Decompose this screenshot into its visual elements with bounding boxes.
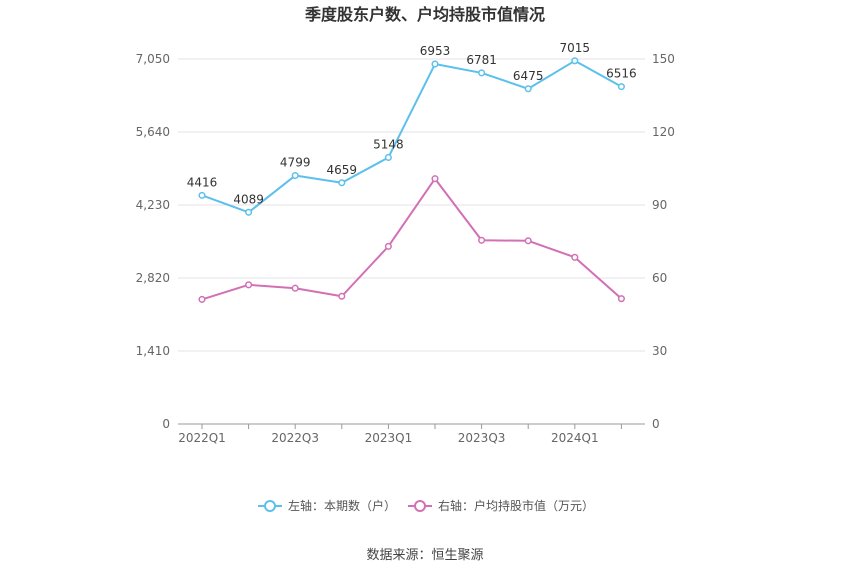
x-tick-label: 2023Q3 <box>458 431 506 445</box>
data-point <box>478 236 486 244</box>
data-label: 5148 <box>373 137 404 151</box>
right-tick-label: 150 <box>652 52 675 66</box>
right-tick-label: 30 <box>652 344 667 358</box>
data-point <box>291 171 299 180</box>
legend-swatch-marker <box>264 500 276 512</box>
legend-label: 右轴：户均持股市值（万元） <box>438 498 594 513</box>
series-avg-holding-value <box>198 175 625 303</box>
left-axis-ticks: 0 1,410 2,820 4,230 5,640 7,050 <box>136 52 170 431</box>
legend[interactable]: 左轴：本期数（户） 右轴：户均持股市值（万元） <box>258 498 594 513</box>
left-tick-label: 2,820 <box>136 271 170 285</box>
data-point <box>524 237 532 245</box>
data-point <box>384 153 392 162</box>
data-point <box>198 191 206 199</box>
right-axis-ticks: 0 30 60 90 120 150 <box>652 52 675 431</box>
legend-label: 左轴：本期数（户） <box>288 498 396 513</box>
x-tick-label: 2022Q3 <box>271 431 319 445</box>
data-point <box>245 281 253 289</box>
legend-item[interactable]: 右轴：户均持股市值（万元） <box>408 498 594 513</box>
x-axis: 2022Q1 2022Q3 2023Q1 2023Q3 2024Q1 <box>178 424 622 445</box>
right-tick-label: 120 <box>652 125 675 139</box>
data-point <box>617 83 625 91</box>
data-label: 7015 <box>560 41 591 55</box>
x-tick-label: 2022Q1 <box>178 431 226 445</box>
right-tick-label: 90 <box>652 198 667 212</box>
series-group: 4416 4089 4799 4659 5148 6953 6781 6475 7015 6516 <box>187 41 637 303</box>
data-label: 6516 <box>606 67 637 81</box>
data-label: 4416 <box>187 175 218 189</box>
left-tick-label: 5,640 <box>136 125 170 139</box>
data-point <box>338 179 346 187</box>
data-source: 数据来源：恒生聚源 <box>366 548 483 563</box>
data-label: 6953 <box>420 44 451 58</box>
data-point <box>478 69 486 77</box>
data-point <box>291 284 299 292</box>
series-line <box>201 59 622 214</box>
x-tick-label: 2023Q1 <box>365 431 413 445</box>
data-point <box>617 295 625 303</box>
data-point <box>524 85 532 93</box>
data-point <box>245 208 253 216</box>
data-point <box>571 253 579 261</box>
series-households: 4416 4089 4799 4659 5148 6953 6781 6475 7015 6516 <box>187 41 637 216</box>
data-point <box>338 292 346 300</box>
left-tick-label: 4,230 <box>136 198 170 212</box>
legend-item[interactable]: 左轴：本期数（户） <box>258 498 396 513</box>
data-point <box>431 175 439 183</box>
data-point <box>198 295 206 303</box>
data-label: 4089 <box>233 192 264 206</box>
left-tick-label: 1,410 <box>136 344 170 358</box>
data-label: 4659 <box>327 163 358 177</box>
data-label: 6475 <box>513 69 544 83</box>
data-point <box>571 57 579 65</box>
data-point <box>431 60 439 68</box>
data-label: 6781 <box>466 53 497 67</box>
chart-title: 季度股东户数、户均持股市值情况 <box>304 5 545 24</box>
data-point <box>384 242 392 250</box>
x-tick-label: 2024Q1 <box>551 431 599 445</box>
legend-swatch-marker <box>414 500 426 512</box>
data-label: 4799 <box>280 156 311 170</box>
right-tick-label: 60 <box>652 271 667 285</box>
grid-lines <box>178 58 645 425</box>
left-tick-label: 0 <box>162 417 170 431</box>
left-tick-label: 7,050 <box>136 52 170 66</box>
right-tick-label: 0 <box>652 417 660 431</box>
series-line <box>201 177 623 301</box>
